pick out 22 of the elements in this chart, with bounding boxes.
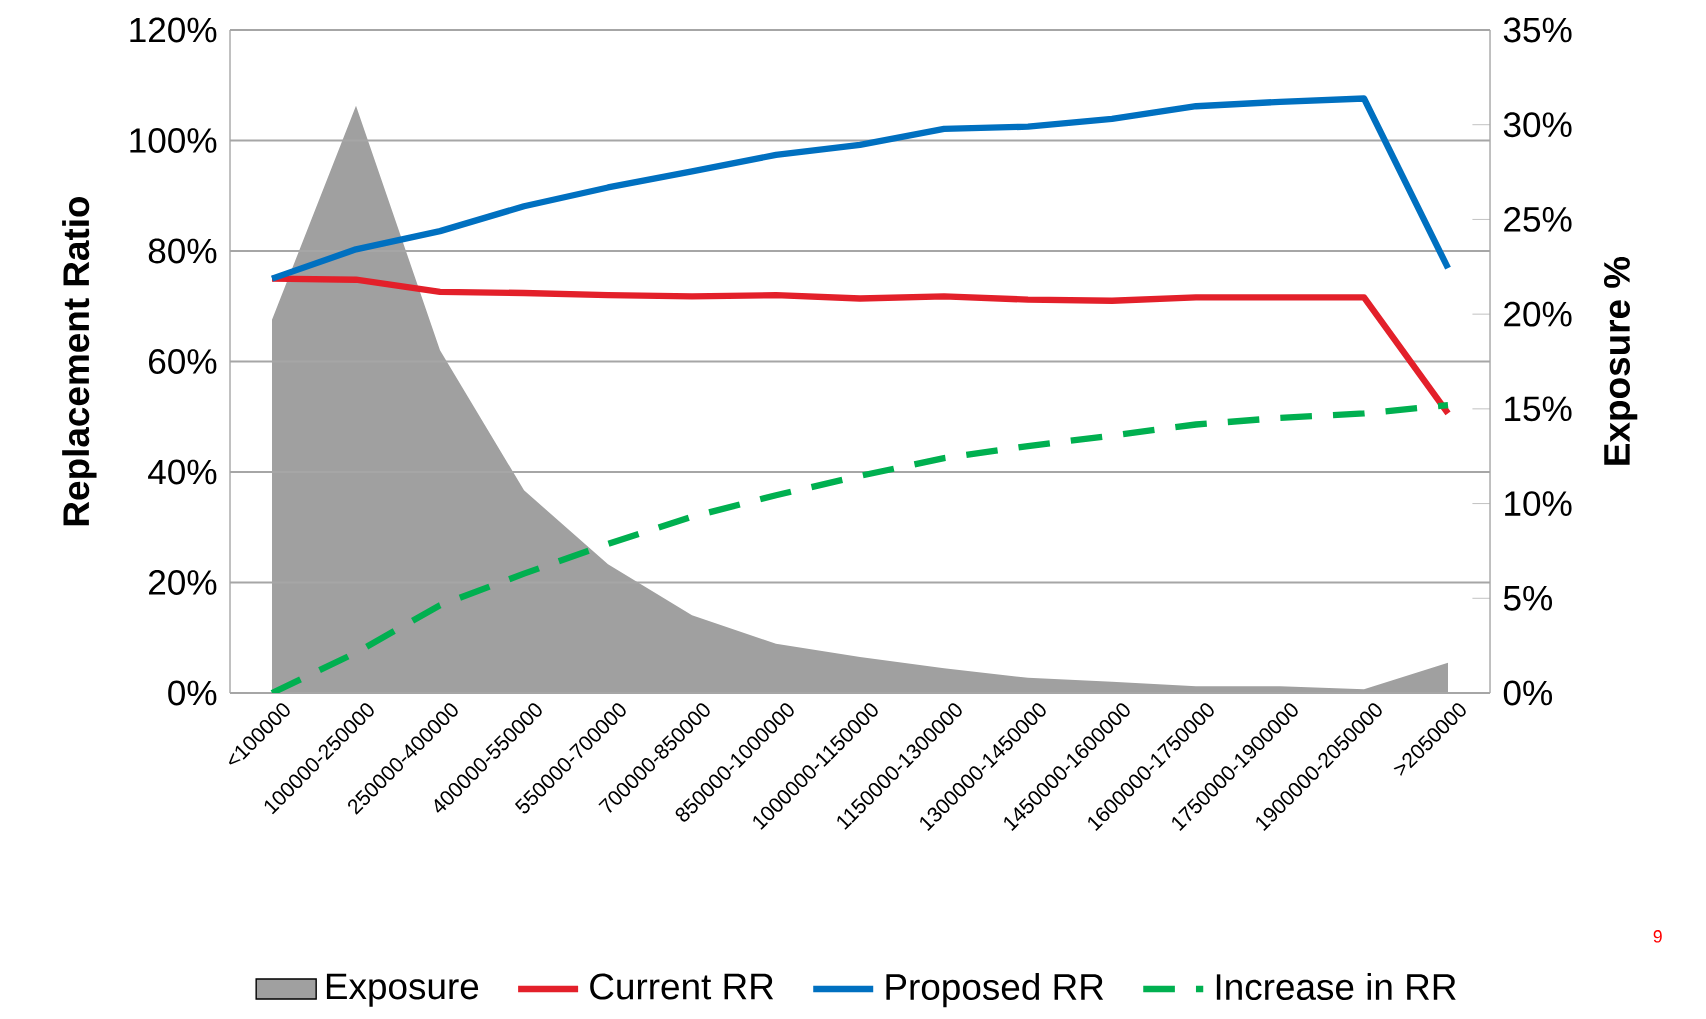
- y2-tick-label: 10%: [1505, 491, 1572, 516]
- legend-label: Proposed RR: [886, 972, 1104, 1008]
- legend-label: Exposure: [326, 973, 479, 1007]
- y2-tick-label: 35%: [1503, 17, 1572, 43]
- y2-tick-label: 15%: [1505, 396, 1572, 422]
- y2-tick-label: 0%: [1503, 680, 1553, 706]
- y-tick-label: 0%: [168, 680, 217, 706]
- y2-tick-label: 30%: [1503, 112, 1572, 138]
- legend-label: Current RR: [590, 973, 774, 1000]
- y2-axis-title: Exposure %: [1603, 256, 1638, 465]
- y-tick-label: 40%: [148, 459, 217, 485]
- y-tick-label: 20%: [149, 570, 217, 595]
- y-tick-label: 120%: [130, 17, 217, 43]
- y-axis-title: Replacement Ratio: [62, 196, 97, 526]
- y-tick-label: 60%: [149, 349, 217, 374]
- text: 9: [1653, 930, 1662, 943]
- y2-tick-label: 5%: [1503, 585, 1553, 611]
- legend-label: Increase in RR: [1216, 972, 1456, 1001]
- y2-tick-label: 20%: [1504, 301, 1572, 327]
- y-tick-label: 100%: [130, 128, 217, 153]
- y-tick-label: 80%: [148, 238, 217, 264]
- y2-tick-label: 25%: [1504, 206, 1572, 232]
